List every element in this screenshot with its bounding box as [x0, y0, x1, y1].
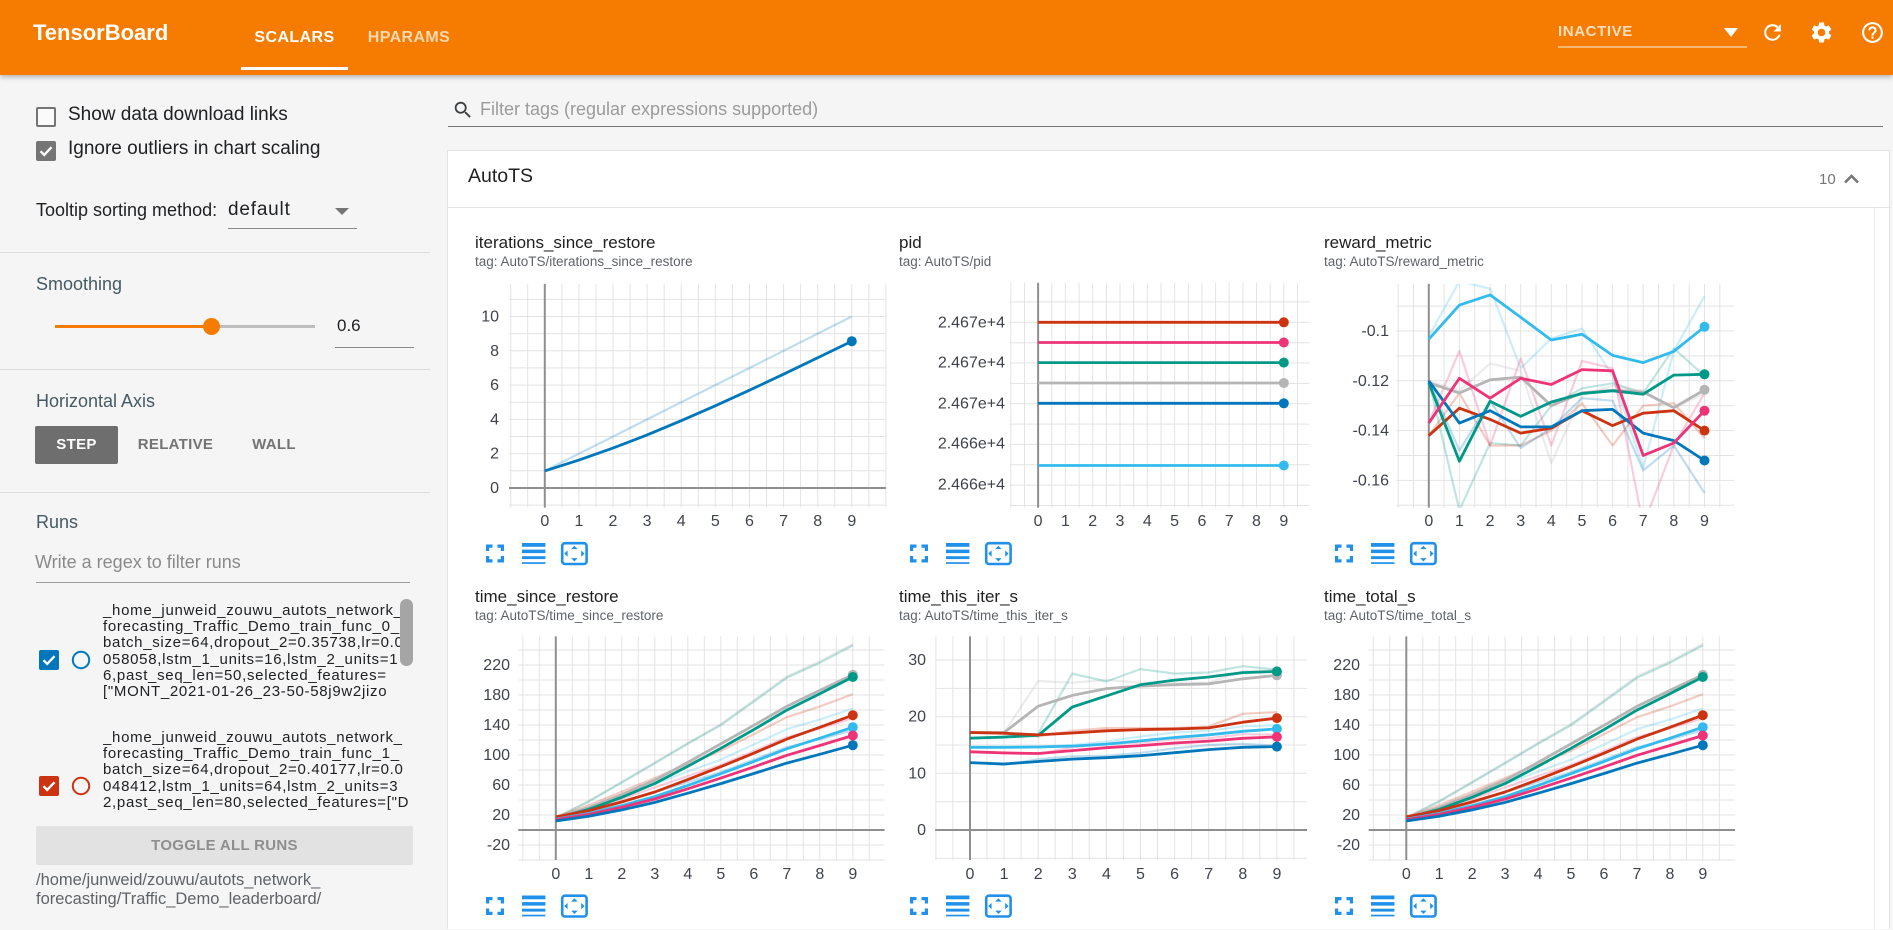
svg-text:220: 220 [1333, 657, 1360, 674]
svg-text:9: 9 [848, 866, 857, 883]
svg-text:9: 9 [1279, 513, 1288, 530]
svg-text:1: 1 [1455, 513, 1464, 530]
svg-text:8: 8 [1252, 513, 1261, 530]
svg-text:3: 3 [1501, 866, 1510, 883]
svg-text:20: 20 [908, 709, 926, 726]
svg-text:2: 2 [490, 446, 499, 463]
svg-text:4: 4 [1534, 866, 1543, 883]
svg-text:8: 8 [490, 343, 499, 360]
svg-text:4: 4 [683, 866, 692, 883]
svg-text:2: 2 [1468, 866, 1477, 883]
svg-text:5: 5 [716, 866, 725, 883]
svg-text:5: 5 [1136, 866, 1145, 883]
svg-text:4: 4 [1143, 513, 1152, 530]
svg-text:8: 8 [813, 513, 822, 530]
svg-text:4: 4 [677, 513, 686, 530]
svg-text:0: 0 [917, 822, 926, 839]
svg-text:3: 3 [650, 866, 659, 883]
svg-text:20: 20 [1342, 807, 1360, 824]
svg-text:7: 7 [1204, 866, 1213, 883]
svg-text:0: 0 [490, 480, 499, 497]
svg-text:6: 6 [1170, 866, 1179, 883]
svg-text:2.466e+4: 2.466e+4 [938, 436, 1005, 453]
svg-text:4: 4 [1102, 866, 1111, 883]
svg-text:0: 0 [551, 866, 560, 883]
svg-text:1: 1 [584, 866, 593, 883]
svg-text:9: 9 [1698, 866, 1707, 883]
svg-text:3: 3 [1116, 513, 1125, 530]
svg-text:60: 60 [1342, 777, 1360, 794]
svg-text:8: 8 [1238, 866, 1247, 883]
svg-text:1: 1 [574, 513, 583, 530]
svg-text:2: 2 [1486, 513, 1495, 530]
svg-text:9: 9 [847, 513, 856, 530]
svg-text:8: 8 [1665, 866, 1674, 883]
svg-text:-20: -20 [487, 837, 510, 854]
svg-text:1: 1 [1061, 513, 1070, 530]
svg-text:7: 7 [1633, 866, 1642, 883]
svg-text:-0.14: -0.14 [1353, 423, 1390, 440]
svg-text:2: 2 [617, 866, 626, 883]
svg-text:6: 6 [1600, 866, 1609, 883]
svg-text:2: 2 [609, 513, 618, 530]
svg-text:3: 3 [1516, 513, 1525, 530]
svg-text:2: 2 [1034, 866, 1043, 883]
svg-text:0: 0 [1402, 866, 1411, 883]
svg-text:2.466e+4: 2.466e+4 [938, 476, 1005, 493]
svg-text:2.467e+4: 2.467e+4 [938, 314, 1005, 331]
svg-text:5: 5 [1578, 513, 1587, 530]
svg-text:4: 4 [1547, 513, 1556, 530]
svg-text:100: 100 [483, 747, 510, 764]
svg-text:10: 10 [908, 765, 926, 782]
svg-text:9: 9 [1272, 866, 1281, 883]
svg-text:7: 7 [779, 513, 788, 530]
svg-text:140: 140 [483, 717, 510, 734]
svg-text:10: 10 [481, 309, 499, 326]
svg-text:0: 0 [966, 866, 975, 883]
svg-text:6: 6 [490, 377, 499, 394]
svg-text:-0.12: -0.12 [1353, 373, 1390, 390]
svg-text:180: 180 [483, 687, 510, 704]
svg-text:7: 7 [782, 866, 791, 883]
svg-text:3: 3 [1068, 866, 1077, 883]
svg-text:-0.1: -0.1 [1361, 323, 1389, 340]
svg-text:180: 180 [1333, 687, 1360, 704]
svg-text:220: 220 [483, 657, 510, 674]
svg-text:9: 9 [1700, 513, 1709, 530]
svg-text:140: 140 [1333, 717, 1360, 734]
svg-text:6: 6 [749, 866, 758, 883]
svg-text:6: 6 [1197, 513, 1206, 530]
svg-text:2.467e+4: 2.467e+4 [938, 355, 1005, 372]
svg-text:5: 5 [711, 513, 720, 530]
svg-text:-20: -20 [1337, 837, 1360, 854]
svg-text:1: 1 [1000, 866, 1009, 883]
svg-text:8: 8 [1669, 513, 1678, 530]
svg-text:60: 60 [492, 777, 510, 794]
svg-text:4: 4 [490, 411, 499, 428]
svg-text:6: 6 [745, 513, 754, 530]
svg-text:0: 0 [1424, 513, 1433, 530]
svg-text:2: 2 [1088, 513, 1097, 530]
svg-text:8: 8 [815, 866, 824, 883]
svg-text:100: 100 [1333, 747, 1360, 764]
svg-text:6: 6 [1608, 513, 1617, 530]
svg-text:3: 3 [643, 513, 652, 530]
svg-text:5: 5 [1567, 866, 1576, 883]
svg-text:0: 0 [540, 513, 549, 530]
svg-text:20: 20 [492, 807, 510, 824]
svg-text:7: 7 [1225, 513, 1234, 530]
svg-text:7: 7 [1639, 513, 1648, 530]
svg-text:5: 5 [1170, 513, 1179, 530]
svg-text:2.467e+4: 2.467e+4 [938, 395, 1005, 412]
svg-text:0: 0 [1034, 513, 1043, 530]
svg-text:-0.16: -0.16 [1353, 472, 1390, 489]
svg-text:1: 1 [1435, 866, 1444, 883]
svg-text:30: 30 [908, 652, 926, 669]
